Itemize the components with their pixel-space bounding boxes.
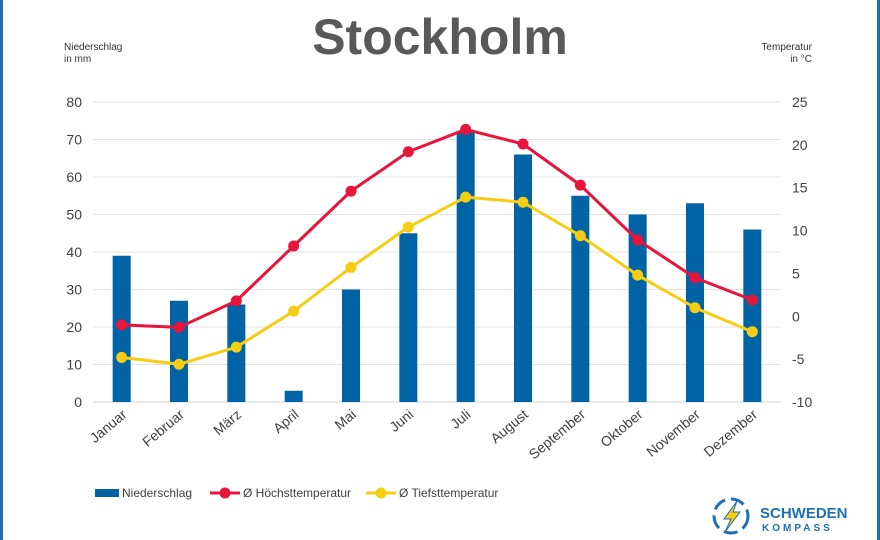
category-label: März — [210, 406, 244, 438]
right-tick-label: -5 — [792, 351, 805, 367]
right-tick-label: 15 — [792, 180, 808, 196]
low-temp-line — [121, 195, 753, 366]
precipitation-bars — [112, 132, 762, 402]
low-temp-point — [288, 305, 300, 317]
legend-high-marker — [219, 487, 231, 499]
right-tick-label: -10 — [792, 394, 812, 410]
temperature-lines — [116, 123, 758, 370]
low-temp-point — [632, 269, 644, 281]
precipitation-bar — [284, 390, 303, 402]
precipitation-bar — [456, 132, 475, 402]
low-temp-point — [460, 191, 472, 203]
category-label: Juni — [386, 406, 416, 435]
precipitation-bar — [514, 154, 532, 402]
legend-label-precipitation: Niederschlag — [122, 486, 192, 500]
category-label: Februar — [139, 406, 187, 450]
high-temp-line — [121, 127, 753, 329]
precipitation-bar — [399, 233, 418, 402]
high-temp-point — [689, 272, 701, 284]
category-label: Oktober — [597, 406, 646, 450]
low-temp-point — [689, 302, 701, 314]
right-tick-label: 20 — [792, 137, 808, 153]
high-temp-point — [460, 123, 472, 135]
left-axis-note-1: Niederschlag — [64, 42, 122, 53]
precipitation-bar — [571, 195, 590, 402]
category-label: November — [643, 406, 703, 460]
low-temp-point — [116, 351, 128, 363]
right-tick-label: 10 — [792, 223, 808, 239]
left-axis-ticks: 0 10 20 30 40 50 60 70 80 — [66, 94, 82, 410]
low-temp-point — [402, 221, 414, 233]
low-temp-point — [517, 196, 529, 208]
precipitation-bar — [170, 300, 188, 402]
category-label: Januar — [87, 406, 130, 446]
precipitation-bar — [628, 214, 647, 402]
precipitation-bar — [342, 289, 360, 402]
high-temp-point — [517, 138, 529, 150]
category-label: September — [526, 406, 589, 462]
left-axis-note-2: in mm — [64, 54, 91, 65]
compass-icon — [712, 497, 750, 535]
left-tick-label: 40 — [66, 244, 82, 260]
logo-text-line2: KOMPASS — [762, 523, 833, 534]
low-temp-point — [574, 230, 586, 242]
left-tick-label: 80 — [66, 94, 82, 110]
high-temp-point — [746, 294, 758, 306]
category-labels: Januar Februar März April Mai Juni Juli AugustS… — [87, 406, 761, 462]
legend-bar-swatch — [95, 489, 119, 497]
high-temp-point — [230, 295, 242, 307]
left-tick-label: 10 — [66, 357, 82, 373]
category-label: August — [487, 406, 531, 446]
left-tick-label: 0 — [74, 394, 82, 410]
right-tick-label: 0 — [792, 308, 800, 324]
precipitation-bar — [227, 304, 246, 402]
gridlines — [93, 101, 781, 403]
low-temp-point — [173, 358, 185, 370]
category-label: Juli — [447, 406, 473, 432]
right-axis-ticks: -10 -5 0 5 10 15 20 25 — [792, 94, 812, 410]
low-temp-point — [746, 326, 758, 338]
left-tick-label: 60 — [66, 169, 82, 185]
category-label: Mai — [331, 406, 359, 433]
right-tick-label: 25 — [792, 94, 808, 110]
schweden-kompass-logo: SCHWEDEN KOMPASS — [712, 497, 848, 535]
high-temp-point — [173, 321, 185, 333]
precipitation-bar — [743, 229, 762, 402]
left-tick-label: 50 — [66, 207, 82, 223]
legend: Niederschlag Ø Höchsttemperatur Ø Tiefstte… — [95, 486, 498, 500]
right-axis-note-1: Temperatur — [761, 42, 812, 53]
category-label: Dezember — [700, 406, 760, 460]
left-tick-label: 30 — [66, 282, 82, 298]
right-tick-label: 5 — [792, 265, 800, 281]
low-temp-point — [345, 261, 357, 273]
high-temp-point — [574, 179, 586, 191]
legend-low-marker — [375, 487, 387, 499]
left-tick-label: 20 — [66, 319, 82, 335]
chart-title: Stockholm — [312, 9, 568, 65]
legend-label-low: Ø Tiefsttemperatur — [399, 486, 498, 500]
legend-label-high: Ø Höchsttemperatur — [243, 486, 351, 500]
category-label: April — [270, 406, 302, 436]
high-temp-point — [116, 319, 128, 331]
right-axis-note-2: in °C — [790, 54, 812, 65]
high-temp-point — [632, 234, 644, 246]
low-temp-point — [230, 341, 242, 353]
high-temp-point — [345, 185, 357, 197]
logo-text-line1: SCHWEDEN — [760, 505, 848, 522]
left-tick-label: 70 — [66, 132, 82, 148]
high-temp-point — [288, 240, 300, 252]
high-temp-point — [402, 146, 414, 158]
